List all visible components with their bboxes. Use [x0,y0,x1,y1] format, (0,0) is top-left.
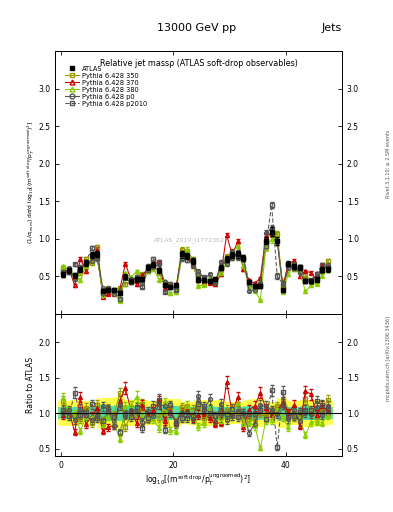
Y-axis label: Ratio to ATLAS: Ratio to ATLAS [26,357,35,413]
Text: 13000 GeV pp: 13000 GeV pp [157,23,236,33]
Text: Rivet 3.1.10; ≥ 2.5M events: Rivet 3.1.10; ≥ 2.5M events [386,130,391,198]
Legend: ATLAS, Pythia 6.428 350, Pythia 6.428 370, Pythia 6.428 380, Pythia 6.428 p0, Py: ATLAS, Pythia 6.428 350, Pythia 6.428 37… [64,65,148,108]
Text: ATLAS_2019_I1772362: ATLAS_2019_I1772362 [154,238,225,243]
Text: Jets: Jets [321,23,342,33]
Text: Relative jet massρ (ATLAS soft-drop observables): Relative jet massρ (ATLAS soft-drop obse… [99,59,298,68]
Text: mcplots.cern.ch [arXiv:1306.3436]: mcplots.cern.ch [arXiv:1306.3436] [386,316,391,401]
Y-axis label: $(1/\sigma_{\rm resm})$ d$\sigma$/d log$_{10}$[(m$^{\rm soft\ drop}$/p$_T^{\rm u: $(1/\sigma_{\rm resm})$ d$\sigma$/d log$… [25,121,37,244]
X-axis label: log$_{10}$[(m$^{\rm soft\ drop}$/p$_T^{\rm ungroomed})^2$]: log$_{10}$[(m$^{\rm soft\ drop}$/p$_T^{\… [145,472,252,488]
